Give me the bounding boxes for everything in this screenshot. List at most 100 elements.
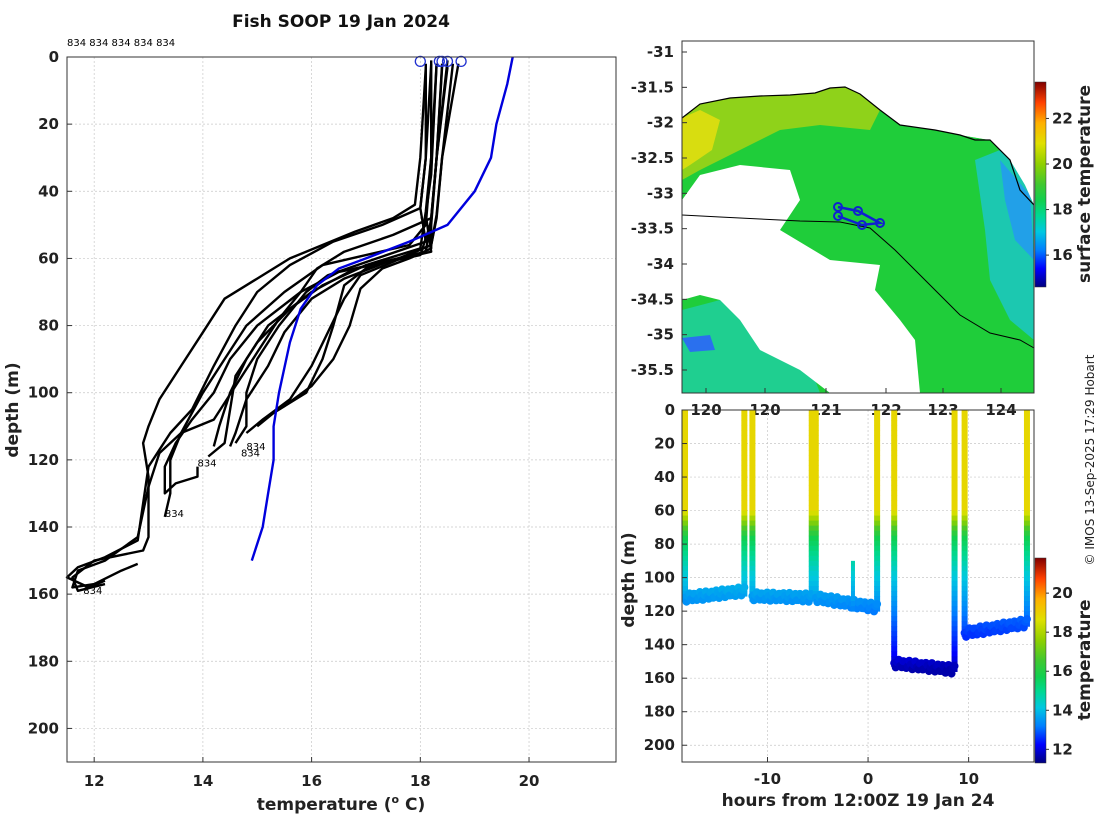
section-cell [682,520,689,527]
map-ytick-label: -31 [647,43,674,61]
section-cell [951,651,958,657]
section-cell [749,565,756,572]
section-xlabel: hours from 12:00Z 19 Jan 24 [722,791,995,811]
map-cbar-label: 18 [1052,201,1073,219]
section-cell [891,500,898,507]
section-cell [682,570,689,577]
section-cell [749,485,756,491]
section-ytick-label: 60 [654,502,675,520]
section-cell [749,435,756,441]
section-cell [1023,415,1030,421]
section-cell [741,460,748,466]
section-cell [961,425,968,431]
section-cell [891,570,898,577]
section-cell [951,470,958,476]
section-cell [961,485,968,491]
section-cell [812,470,819,476]
section-cell [951,606,958,612]
section-cell [961,591,968,597]
section-cell [808,430,815,436]
section-cbar-label: 12 [1052,740,1073,758]
section-point [950,662,959,671]
section-cell [812,415,819,421]
section-spike-cell [850,586,855,592]
section-point [1022,615,1031,624]
section-cell [741,415,748,421]
section-cell [951,646,958,652]
section-cell [951,460,958,466]
section-cell [749,415,756,421]
section-cell [874,440,881,446]
section-cell [961,601,968,607]
section-cell [1023,565,1030,572]
section-cell [891,621,898,627]
section-ytick-label: 140 [644,636,675,654]
section-cell [741,510,748,517]
section-cell [808,435,815,441]
section-cell [808,490,815,496]
section-cell [891,510,898,517]
section-ytick-label: 120 [644,602,675,620]
section-cell [951,530,958,537]
section-cell [951,475,958,481]
section-cell [749,410,756,416]
section-cell [951,550,958,557]
section-cell [961,550,968,557]
section-cell [951,601,958,607]
map-ytick-label: -34 [647,255,674,273]
section-cell [749,560,756,567]
section-cell [891,530,898,537]
section-cell [741,475,748,481]
section-cell [749,450,756,456]
section-cell [812,430,819,436]
section-cell [682,560,689,567]
section-cell [812,570,819,577]
section-cell [1023,545,1030,552]
profile-ytick-label: 60 [38,249,59,267]
section-cell [682,470,689,476]
section-colorbar-ticks: 12 14 16 18 20 [1046,584,1073,758]
section-cell [741,490,748,496]
section-cell [891,520,898,527]
section-cell [874,515,881,522]
section-ytick-label: 100 [644,569,675,587]
section-cell [741,540,748,547]
profile-panel: Fish SOOP 19 Jan 2024 834 834 834 834 83… [3,12,617,815]
shelf-contour [681,214,1035,349]
section-cell [874,450,881,456]
section-cell [951,490,958,496]
section-cell [812,445,819,451]
section-cell [749,570,756,577]
map-ytick-label: -33.5 [631,220,674,238]
section-cell [891,596,898,602]
section-ytick-label: 160 [644,669,675,687]
section-cell [874,490,881,496]
section-cell [891,560,898,567]
section-cell [812,440,819,446]
section-cell [951,636,958,642]
section-cell [891,631,898,637]
section-cell [874,525,881,532]
section-cell [961,575,968,582]
coastline [681,86,1035,206]
profile-ylabel: depth (m) [3,362,23,457]
section-cell [951,410,958,416]
section-cell [1023,606,1030,612]
cloud-mask-2 [740,200,770,240]
section-cell [808,555,815,562]
top-cast-labels: 834 834 834 834 834 [67,38,175,49]
section-cell [812,455,819,461]
section-cell [749,470,756,476]
section-cell [891,550,898,557]
section-cell [812,450,819,456]
section-cell [749,550,756,557]
map-cbar-label: 22 [1052,109,1073,127]
section-point [873,600,882,609]
section-cell [951,520,958,527]
section-spike-cell [850,606,855,612]
cast-label: 834 [197,459,216,470]
section-cell [1023,596,1030,602]
section-cell [891,525,898,532]
